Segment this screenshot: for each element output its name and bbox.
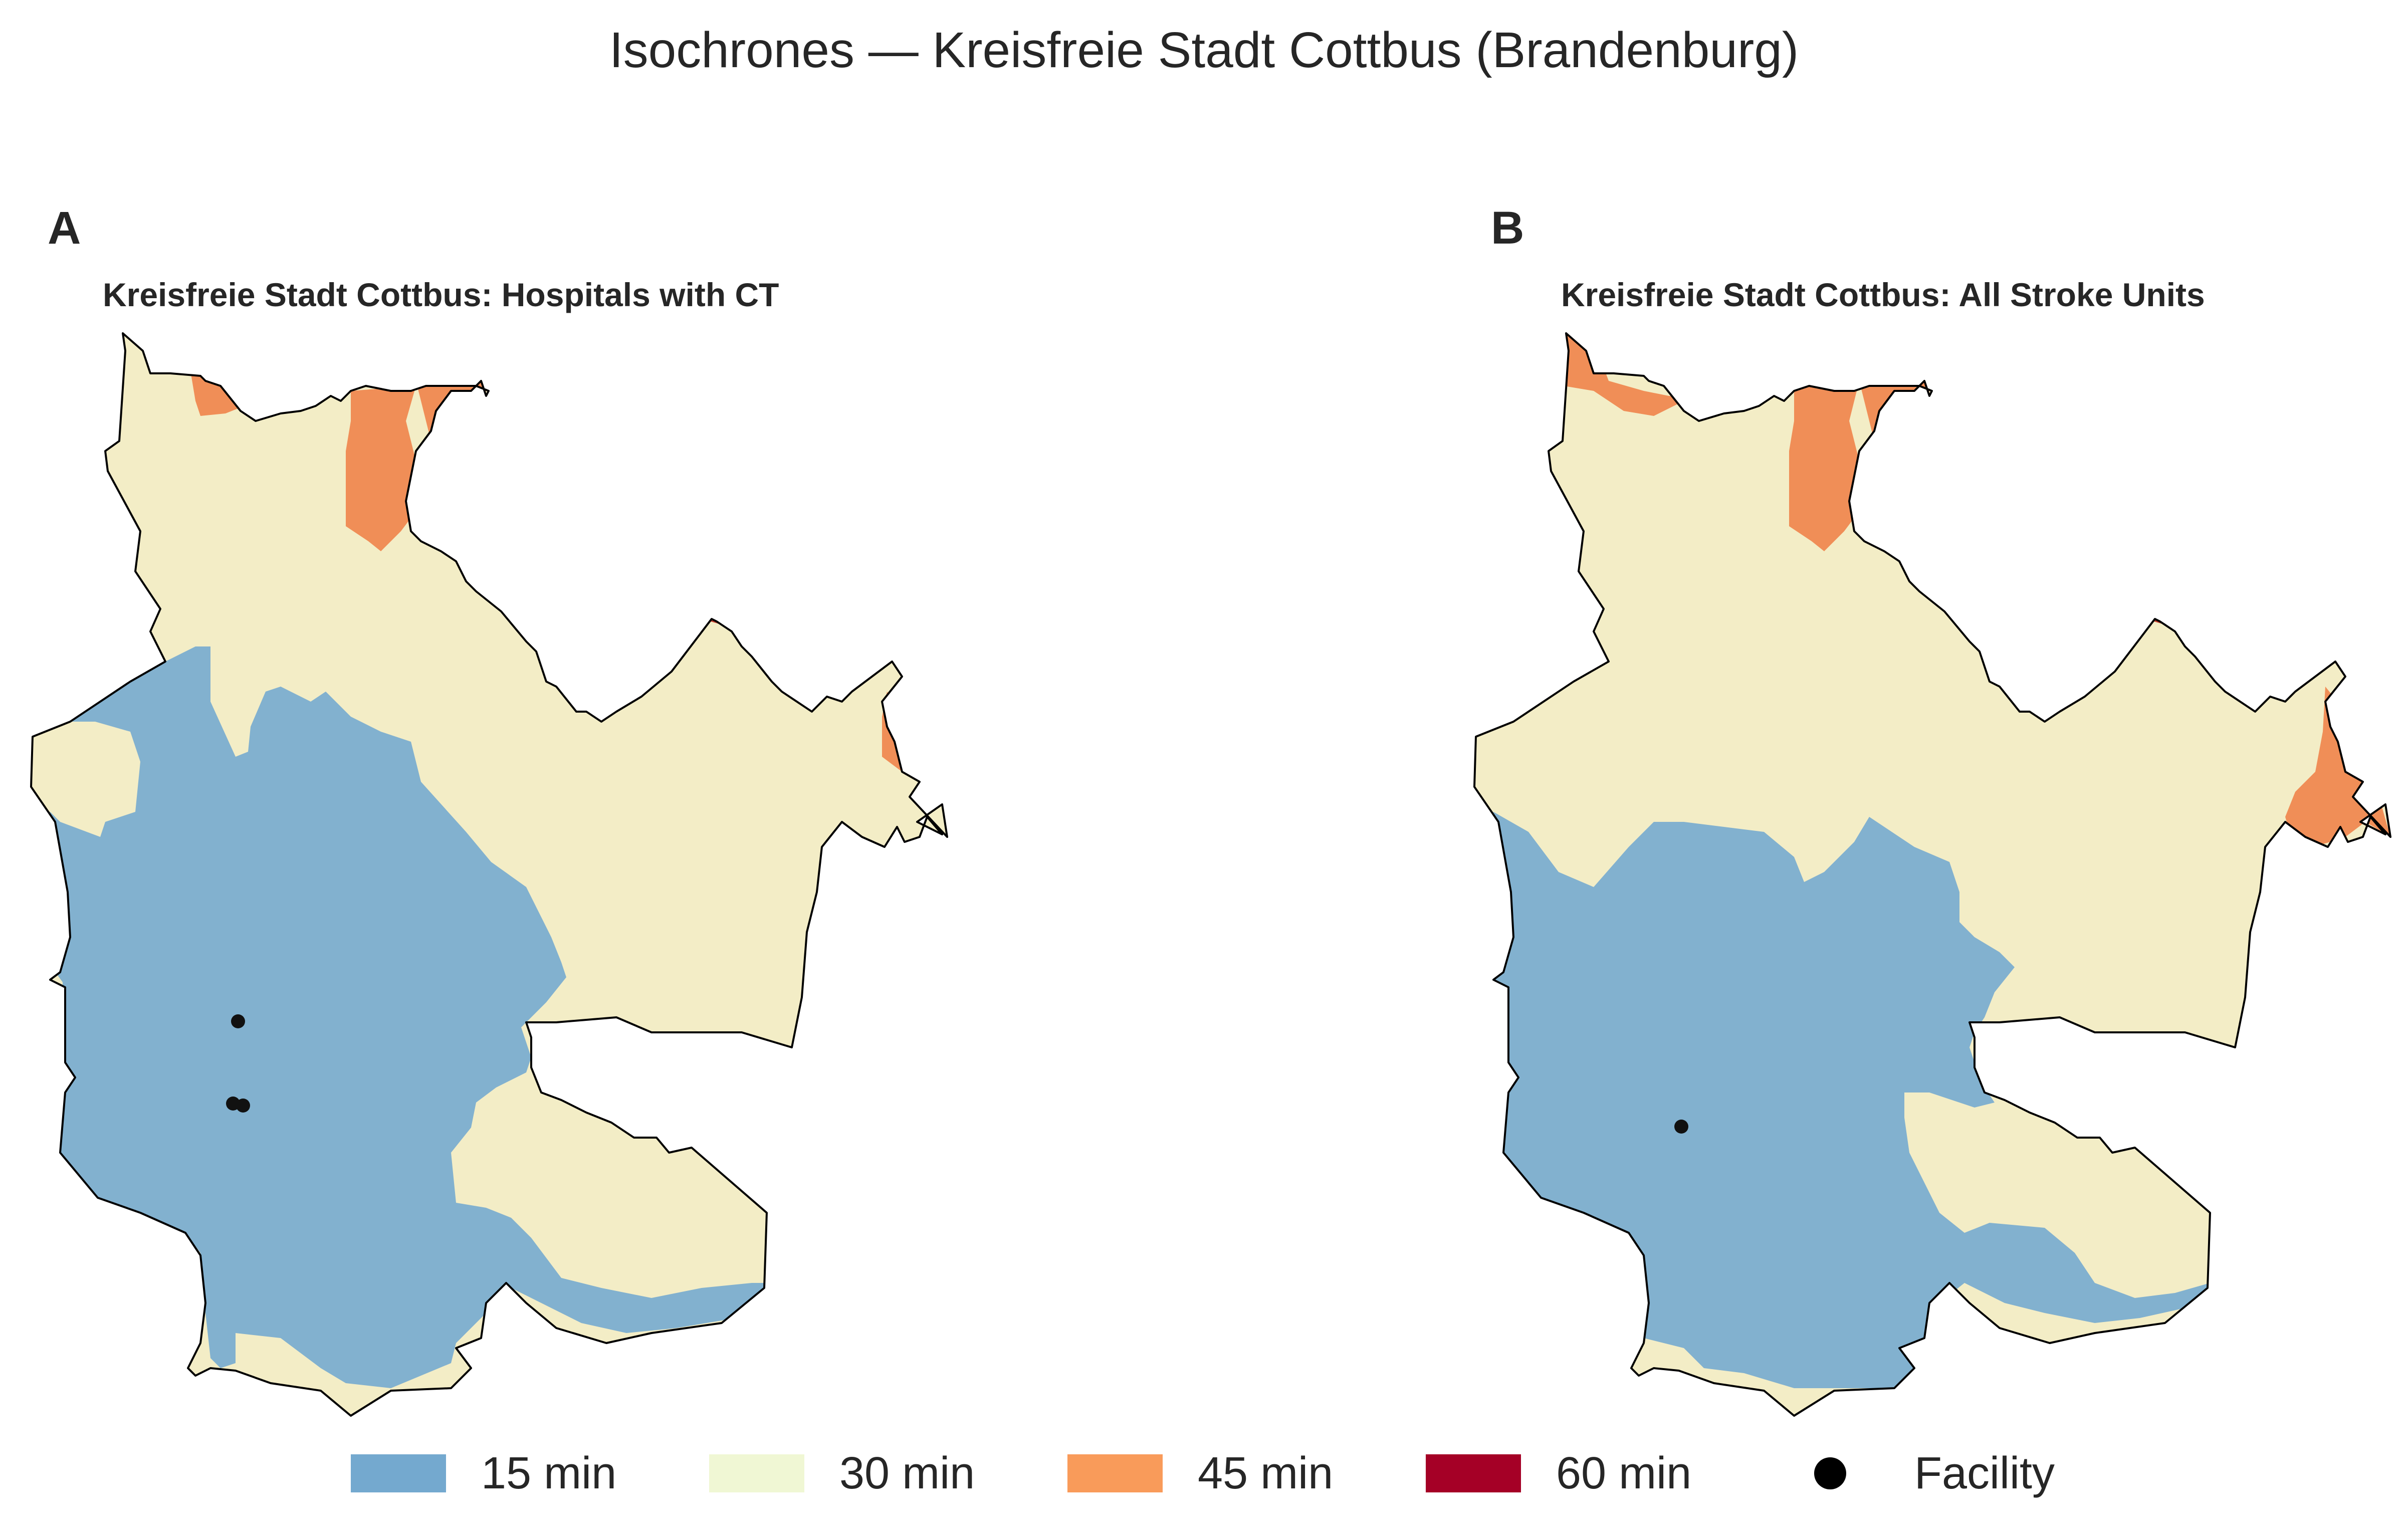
legend-item-30min: 30 min [709, 1443, 975, 1503]
facility-marker [1674, 1120, 1688, 1134]
legend-item-facility: Facility [1784, 1443, 2055, 1503]
panel-a-subtitle: Kreisfreie Stadt Cottbus: Hospitals with… [103, 276, 779, 313]
legend-swatch-60min [1426, 1454, 1521, 1492]
panel-a-map [30, 332, 948, 1417]
zone-15min [1483, 812, 2210, 1388]
legend-swatch-15min [351, 1454, 446, 1492]
zone-15min [31, 646, 767, 1388]
legend-item-15min: 15 min [351, 1443, 616, 1503]
zone-45min [1789, 381, 1859, 551]
legend-label-15min: 15 min [481, 1448, 617, 1498]
legend-swatch-45min [1067, 1454, 1163, 1492]
facility-marker [231, 1014, 245, 1028]
legend-facility-dot [1814, 1457, 1846, 1489]
legend-swatch-30min [709, 1454, 804, 1492]
legend-label-60min: 60 min [1556, 1448, 1692, 1498]
figure-title: Isochrones — Kreisfreie Stadt Cottbus (B… [609, 22, 1799, 78]
panel-a-boundary [30, 332, 948, 1417]
legend: 15 min 30 min 45 min 60 min Facility [0, 1443, 2408, 1503]
legend-label-facility: Facility [1914, 1448, 2055, 1498]
legend-label-45min: 45 min [1198, 1448, 1334, 1498]
panel-b-subtitle: Kreisfreie Stadt Cottbus: All Stroke Uni… [1561, 276, 2205, 313]
panel-a-letter: A [48, 202, 81, 254]
legend-item-45min: 45 min [1067, 1443, 1333, 1503]
panel-b-letter: B [1491, 202, 1524, 254]
zone-45min [190, 371, 251, 416]
legend-item-60min: 60 min [1426, 1443, 1691, 1503]
zone-45min [882, 692, 912, 772]
panel-b-map [1473, 332, 2391, 1417]
zone-45min [346, 386, 416, 551]
maps-canvas [30, 332, 2391, 1417]
legend-label-30min: 30 min [839, 1448, 975, 1498]
panel-b-boundary [1473, 332, 2391, 1417]
zone-45min [2285, 687, 2390, 852]
facility-marker [236, 1099, 250, 1113]
